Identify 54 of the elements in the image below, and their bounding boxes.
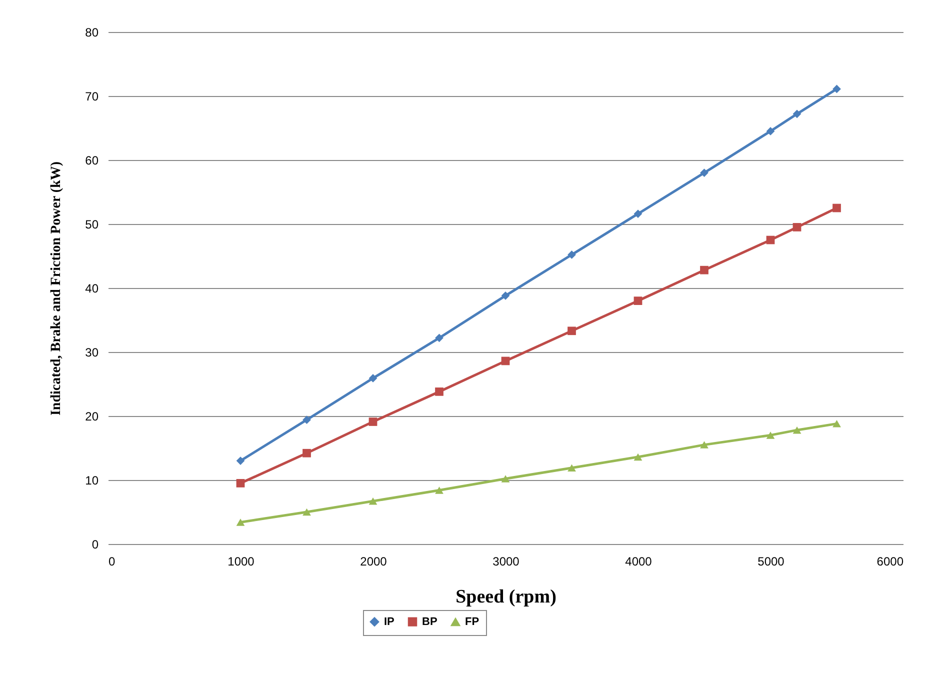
point bbox=[634, 296, 642, 305]
point bbox=[302, 508, 311, 516]
y-tick-label: 60 bbox=[85, 154, 99, 168]
point bbox=[832, 420, 841, 428]
x-tick-label: 5000 bbox=[758, 554, 785, 568]
point bbox=[501, 475, 510, 482]
x-tick-label: 0 bbox=[108, 554, 116, 568]
y-tick-label: 50 bbox=[85, 218, 99, 232]
point bbox=[568, 250, 576, 259]
point bbox=[501, 291, 510, 300]
legend-label: IP bbox=[384, 616, 394, 628]
y-tick-label: 10 bbox=[85, 474, 99, 488]
point bbox=[700, 441, 708, 448]
y-tick-label: 40 bbox=[85, 282, 99, 296]
point bbox=[832, 84, 841, 94]
point bbox=[368, 418, 378, 426]
point bbox=[792, 110, 802, 118]
point bbox=[568, 464, 576, 472]
point bbox=[435, 486, 444, 494]
point bbox=[766, 432, 775, 439]
legend-label: FP bbox=[465, 616, 480, 628]
x-tick-label: 4000 bbox=[625, 554, 652, 568]
point bbox=[236, 518, 245, 526]
point bbox=[634, 453, 642, 461]
point bbox=[236, 456, 245, 465]
x-tick-label: 1000 bbox=[228, 554, 255, 568]
x-tick-label: 6000 bbox=[876, 554, 904, 568]
x-tick-label: 2000 bbox=[360, 554, 388, 568]
point bbox=[368, 497, 378, 505]
x-axis-title: Speed (rpm) bbox=[456, 586, 556, 608]
point bbox=[435, 387, 444, 396]
point bbox=[700, 168, 708, 177]
point bbox=[792, 223, 802, 232]
y-tick-label: 30 bbox=[85, 346, 99, 360]
y-tick-label: 80 bbox=[85, 26, 99, 40]
point bbox=[435, 334, 444, 342]
point bbox=[792, 426, 802, 434]
point bbox=[302, 416, 311, 424]
point bbox=[501, 356, 510, 366]
x-tick-label: 3000 bbox=[492, 554, 520, 568]
y-tick-label: 70 bbox=[85, 90, 99, 104]
y-tick-label: 0 bbox=[92, 538, 99, 552]
point bbox=[766, 236, 775, 244]
point bbox=[236, 479, 245, 488]
point bbox=[568, 326, 576, 336]
point bbox=[766, 127, 775, 136]
y-tick-label: 20 bbox=[85, 410, 99, 424]
point bbox=[832, 204, 841, 212]
point bbox=[302, 448, 311, 458]
y-axis-title: Indicated, Brake and Friction Power (kW) bbox=[49, 161, 64, 416]
legend-label: BP bbox=[422, 616, 438, 628]
point bbox=[634, 210, 642, 218]
point bbox=[368, 374, 378, 382]
point bbox=[700, 266, 708, 274]
